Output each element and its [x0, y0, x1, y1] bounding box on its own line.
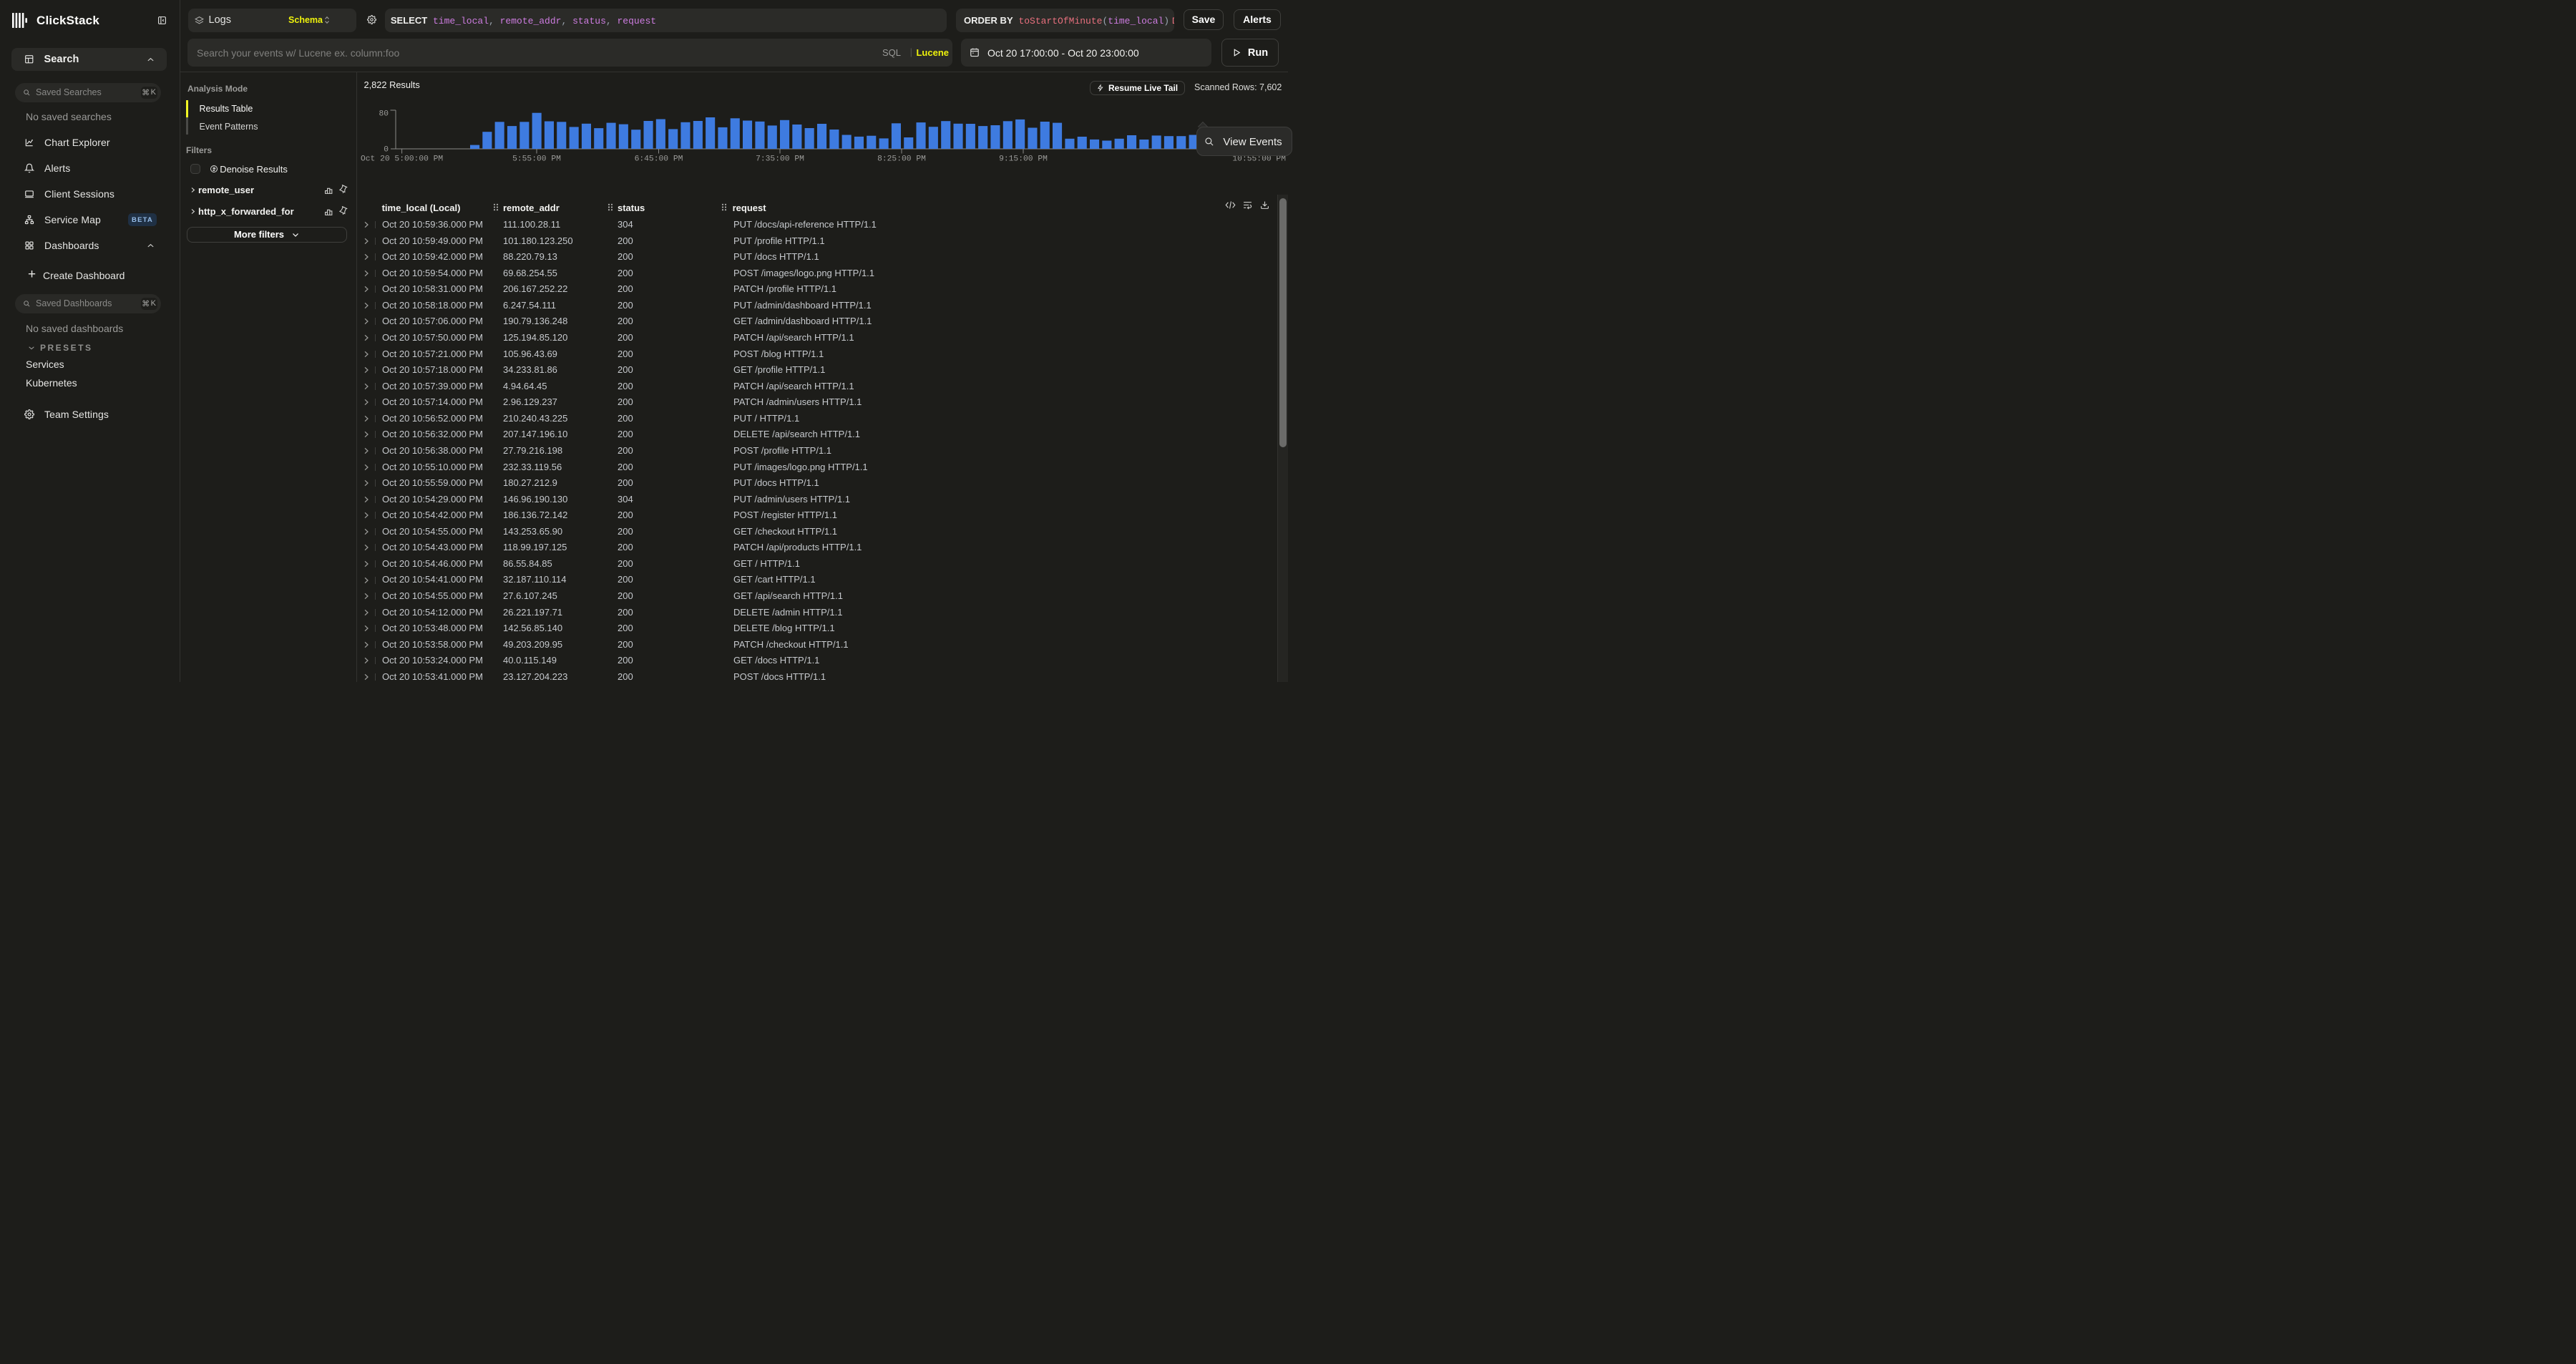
svg-text:7:35:00 PM: 7:35:00 PM: [756, 155, 804, 164]
svg-text:80: 80: [379, 110, 389, 119]
svg-text:10:55:00 PM: 10:55:00 PM: [1232, 155, 1286, 164]
svg-text:5:55:00 PM: 5:55:00 PM: [512, 155, 561, 164]
svg-text:6:45:00 PM: 6:45:00 PM: [635, 155, 683, 164]
svg-text:0: 0: [384, 146, 389, 155]
svg-text:8:25:00 PM: 8:25:00 PM: [877, 155, 926, 164]
svg-text:9:15:00 PM: 9:15:00 PM: [999, 155, 1048, 164]
svg-text:Oct 20 5:00:00 PM: Oct 20 5:00:00 PM: [361, 155, 443, 164]
